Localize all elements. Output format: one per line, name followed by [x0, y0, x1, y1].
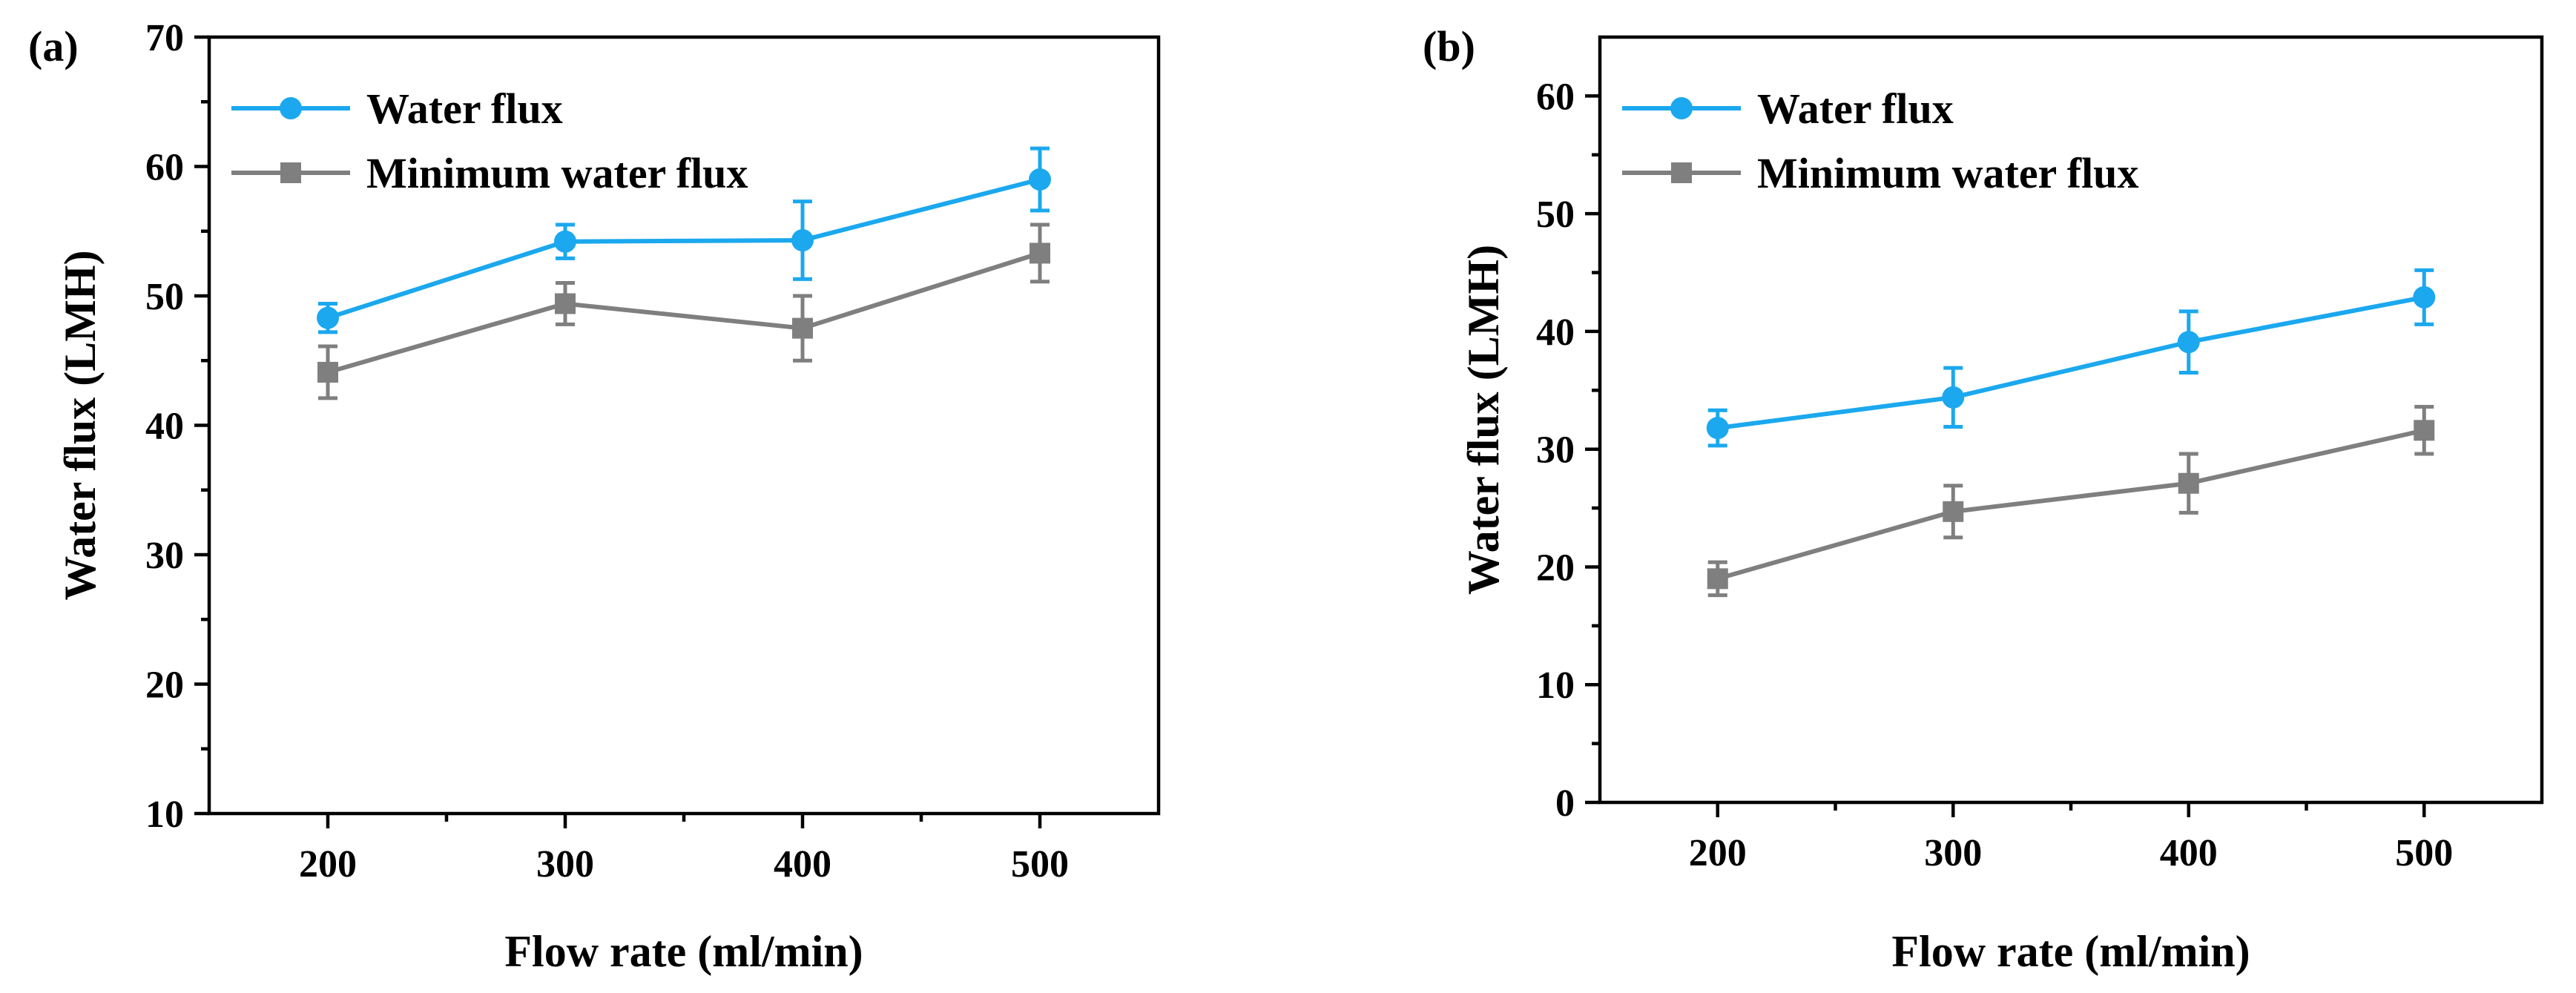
- legend: Water flux Minimum water flux: [1622, 85, 2138, 197]
- x-axis-title: Flow rate (ml/min): [504, 927, 863, 976]
- data-point: [1706, 417, 1729, 440]
- data-point: [1030, 243, 1050, 264]
- y-tick-label: 30: [145, 535, 184, 577]
- series-water-flux: [1706, 268, 2436, 448]
- y-tick-label: 30: [1536, 429, 1575, 472]
- series-line: [327, 251, 1041, 375]
- legend-marker: [280, 162, 301, 183]
- series-water-flux: [317, 146, 1051, 334]
- data-point: [1943, 501, 1964, 522]
- x-tick-label: 400: [774, 843, 831, 885]
- legend-entry: Minimum water flux: [1622, 149, 2138, 197]
- y-axis-title: Water flux (LMH): [56, 250, 105, 600]
- data-point: [2178, 472, 2199, 494]
- series-line: [327, 177, 1041, 320]
- legend-marker: [1670, 97, 1693, 119]
- y-tick-label: 50: [1536, 194, 1575, 236]
- legend-label: Water flux: [1757, 85, 1954, 133]
- panel-label: (b): [1423, 22, 1475, 70]
- legend-entry: Water flux: [231, 85, 563, 133]
- y-tick-label: 50: [145, 276, 184, 318]
- legend-label: Minimum water flux: [366, 149, 748, 197]
- chart-panel-b: (b) 0 10 20 30 40 50 60 200 300 400 500 Flow rate (m…: [1423, 22, 2544, 976]
- data-point: [317, 306, 339, 329]
- data-point: [1707, 568, 1728, 590]
- series-minimum-water-flux: [1707, 405, 2435, 598]
- data-point: [1029, 168, 1051, 191]
- y-tick-label: 20: [145, 664, 184, 707]
- y-tick-label: 60: [145, 147, 184, 189]
- series-minimum-water-flux: [317, 222, 1050, 400]
- legend-entry: Water flux: [1622, 85, 1954, 133]
- x-tick-label: 300: [1924, 832, 1982, 874]
- y-tick-label: 70: [145, 17, 184, 59]
- data-point: [2413, 286, 2436, 309]
- y-tick-label: 40: [145, 406, 184, 448]
- legend: Water flux Minimum water flux: [231, 85, 748, 197]
- x-axis-title: Flow rate (ml/min): [1891, 927, 2250, 976]
- x-tick-label: 500: [2395, 832, 2453, 874]
- x-tick-label: 300: [536, 843, 594, 885]
- y-tick-label: 0: [1555, 782, 1575, 825]
- chart-panel-a: (a) 10 20 30 40 50 60 70 200 300 400 500 Flow rate (…: [28, 17, 1161, 976]
- y-tick-label: 10: [1536, 664, 1575, 707]
- legend-entry: Minimum water flux: [231, 149, 748, 197]
- series-line: [1716, 428, 2425, 581]
- data-point: [555, 293, 576, 314]
- y-axis-title: Water flux (LMH): [1459, 245, 1508, 595]
- data-point: [554, 230, 576, 253]
- data-point: [791, 228, 814, 251]
- panel-label: (a): [28, 22, 79, 70]
- y-tick-label: 60: [1536, 76, 1575, 118]
- x-tick-label: 400: [2160, 832, 2218, 874]
- data-point: [1942, 386, 1965, 409]
- legend-marker: [280, 97, 302, 119]
- data-point: [2414, 420, 2435, 441]
- x-tick-label: 500: [1011, 843, 1069, 885]
- x-tick-label: 200: [1689, 832, 1747, 874]
- legend-label: Water flux: [366, 85, 563, 133]
- data-point: [2177, 331, 2200, 354]
- series-line: [1717, 294, 2425, 431]
- y-tick-label: 40: [1536, 311, 1575, 354]
- data-point: [792, 317, 813, 339]
- x-tick-label: 200: [299, 843, 357, 885]
- y-tick-label: 20: [1536, 547, 1575, 589]
- y-tick-label: 10: [145, 794, 184, 836]
- legend-label: Minimum water flux: [1757, 149, 2138, 197]
- legend-marker: [1671, 162, 1692, 183]
- data-point: [317, 361, 338, 383]
